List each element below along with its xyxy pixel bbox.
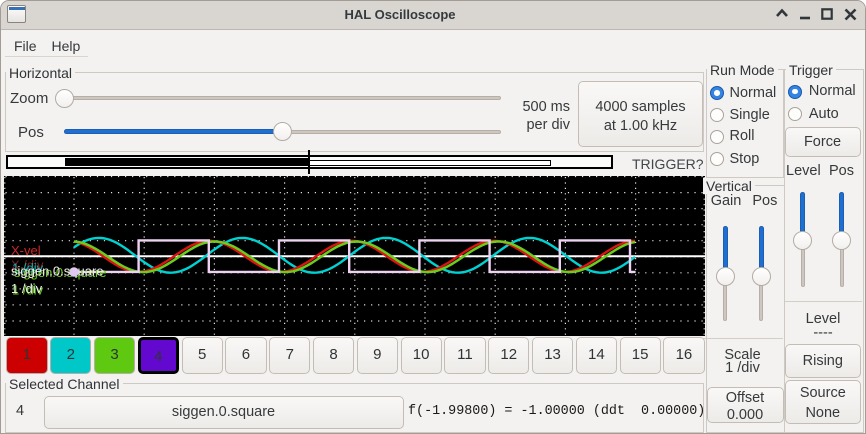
svg-text:1 /div: 1 /div xyxy=(11,281,43,296)
svg-text:siggen.0.square: siggen.0.square xyxy=(11,263,104,278)
svg-text:X-vel: X-vel xyxy=(11,243,41,258)
svg-text:1 /div: 1 /div xyxy=(12,260,44,275)
svg-text:1 /div: 1 /div xyxy=(12,282,44,297)
svg-text:siggen.0.square: siggen.0.square xyxy=(14,265,107,280)
svg-text:X /div: X /div xyxy=(11,257,44,272)
